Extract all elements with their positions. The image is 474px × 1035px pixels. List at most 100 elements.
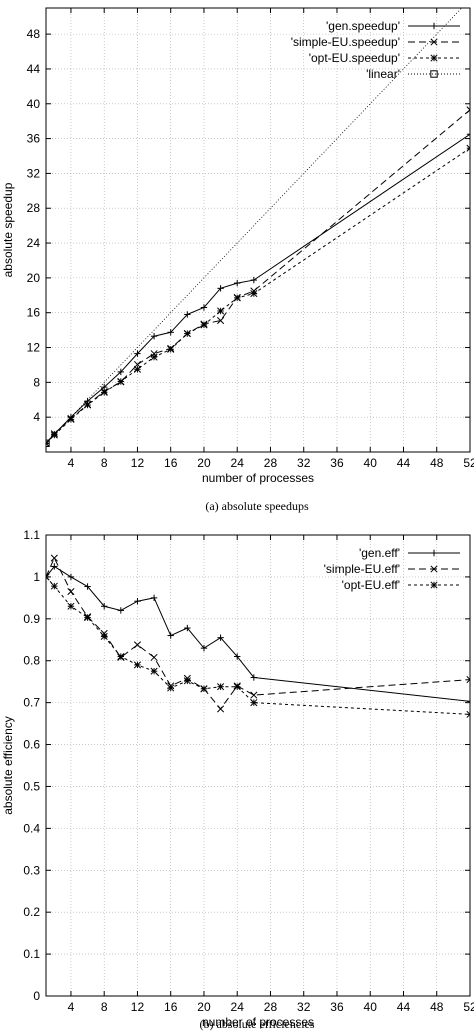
data-point-stroke bbox=[217, 705, 225, 713]
series-3 bbox=[46, 144, 470, 447]
y-tick-label: 0.5 bbox=[23, 779, 40, 793]
x-tick-label: 16 bbox=[164, 456, 178, 470]
y-tick-label: 12 bbox=[27, 341, 41, 355]
legend-marker bbox=[430, 581, 438, 589]
data-point bbox=[84, 614, 92, 622]
data-point bbox=[50, 582, 58, 590]
y-tick-label: 0.9 bbox=[23, 612, 40, 626]
data-point-stroke bbox=[183, 330, 191, 338]
x-tick-label: 24 bbox=[231, 456, 245, 470]
data-point bbox=[233, 683, 241, 691]
data-point-stroke bbox=[150, 353, 158, 361]
data-point-stroke bbox=[46, 439, 50, 447]
data-point-stroke bbox=[200, 685, 208, 693]
caption-speedups: (a) absolute speedups bbox=[205, 499, 309, 513]
x-tick-label: 40 bbox=[364, 1000, 378, 1014]
data-point bbox=[250, 699, 258, 707]
data-point bbox=[134, 350, 141, 357]
y-tick-label: 48 bbox=[27, 27, 41, 41]
data-point-stroke bbox=[233, 683, 241, 691]
data-point-stroke bbox=[100, 632, 108, 640]
legend-marker bbox=[430, 549, 438, 557]
plot-area bbox=[46, 8, 470, 447]
data-point-stroke bbox=[466, 144, 470, 149]
y-tick-label: 1 bbox=[33, 570, 40, 584]
data-point bbox=[167, 684, 175, 692]
data-point-stroke bbox=[466, 678, 470, 684]
data-point-stroke bbox=[50, 554, 58, 562]
data-point bbox=[67, 588, 75, 596]
data-point-stroke bbox=[250, 289, 258, 298]
data-point bbox=[217, 316, 225, 325]
data-point bbox=[133, 661, 142, 669]
data-point bbox=[250, 276, 258, 284]
data-point-stroke bbox=[183, 677, 191, 685]
x-tick-label: 36 bbox=[330, 1000, 344, 1014]
data-point-stroke bbox=[466, 147, 470, 152]
data-point bbox=[117, 368, 125, 376]
y-tick-label: 0.7 bbox=[23, 696, 40, 710]
legend-marker bbox=[430, 38, 438, 46]
data-point bbox=[167, 632, 174, 639]
legend-marker bbox=[430, 70, 438, 78]
data-point-stroke bbox=[217, 683, 225, 691]
legend-marker-stroke bbox=[430, 54, 438, 62]
data-point-stroke bbox=[50, 582, 58, 590]
y-tick-label: 1.1 bbox=[23, 528, 40, 542]
data-point bbox=[100, 632, 108, 640]
x-tick-label: 8 bbox=[101, 1000, 108, 1014]
data-point-stroke bbox=[466, 676, 470, 681]
data-point bbox=[466, 106, 470, 114]
x-tick-label: 52 bbox=[463, 1000, 474, 1014]
x-tick-label: 48 bbox=[430, 1000, 444, 1014]
y-tick-label: 32 bbox=[27, 166, 41, 180]
grid bbox=[46, 8, 471, 452]
data-point-stroke bbox=[466, 109, 470, 114]
y-tick-label: 24 bbox=[27, 236, 41, 250]
series-1 bbox=[46, 563, 470, 705]
y-tick-label: 28 bbox=[27, 201, 41, 215]
data-point bbox=[250, 289, 258, 298]
data-point-stroke bbox=[167, 684, 175, 692]
data-point-stroke bbox=[84, 614, 92, 622]
series-line bbox=[46, 565, 470, 702]
data-point bbox=[466, 698, 470, 705]
legend-label: 'opt-EU.speedup' bbox=[309, 51, 400, 65]
grid bbox=[46, 534, 471, 997]
data-point bbox=[217, 634, 224, 641]
x-axis-label: number of processes bbox=[202, 1015, 314, 1029]
y-tick-label: 8 bbox=[33, 375, 40, 389]
plot-frame bbox=[45, 7, 471, 453]
data-point-stroke bbox=[466, 106, 470, 111]
x-tick-label: 32 bbox=[297, 1000, 311, 1014]
data-point bbox=[234, 653, 241, 660]
y-axis-label: absolute efficiency bbox=[1, 716, 15, 815]
y-tick-label: 4 bbox=[33, 410, 40, 424]
data-point-stroke bbox=[46, 573, 50, 578]
y-tick-label: 0.6 bbox=[23, 738, 40, 752]
data-point-stroke bbox=[466, 713, 470, 718]
data-point-stroke bbox=[133, 661, 142, 669]
speedup-chart: 4 8 12 16 20 24 28 32 36 40 44 48 524812162024283236… bbox=[1, 7, 474, 485]
x-tick-label: 48 bbox=[430, 456, 444, 470]
legend-item: 'opt-EU.speedup' bbox=[309, 51, 460, 65]
data-point bbox=[183, 677, 191, 685]
y-tick-label: 16 bbox=[27, 306, 41, 320]
caption-efficiencies: (b) absolute efficiencies bbox=[199, 1017, 314, 1031]
x-tick-label: 12 bbox=[131, 456, 145, 470]
data-point-stroke bbox=[50, 431, 58, 439]
data-point-stroke bbox=[233, 294, 241, 302]
data-point-stroke bbox=[200, 321, 208, 329]
data-point-stroke bbox=[133, 365, 142, 373]
data-point bbox=[167, 329, 174, 336]
data-point-stroke bbox=[117, 652, 125, 661]
data-point-stroke bbox=[150, 350, 158, 358]
legend-marker-stroke bbox=[430, 565, 438, 573]
data-point bbox=[217, 705, 225, 713]
data-point-stroke bbox=[67, 415, 75, 423]
y-tick-label: 0.4 bbox=[23, 821, 40, 835]
data-point-stroke bbox=[217, 307, 225, 315]
x-tick-label: 16 bbox=[164, 1000, 178, 1014]
data-point bbox=[150, 667, 158, 675]
x-tick-label: 8 bbox=[101, 456, 108, 470]
